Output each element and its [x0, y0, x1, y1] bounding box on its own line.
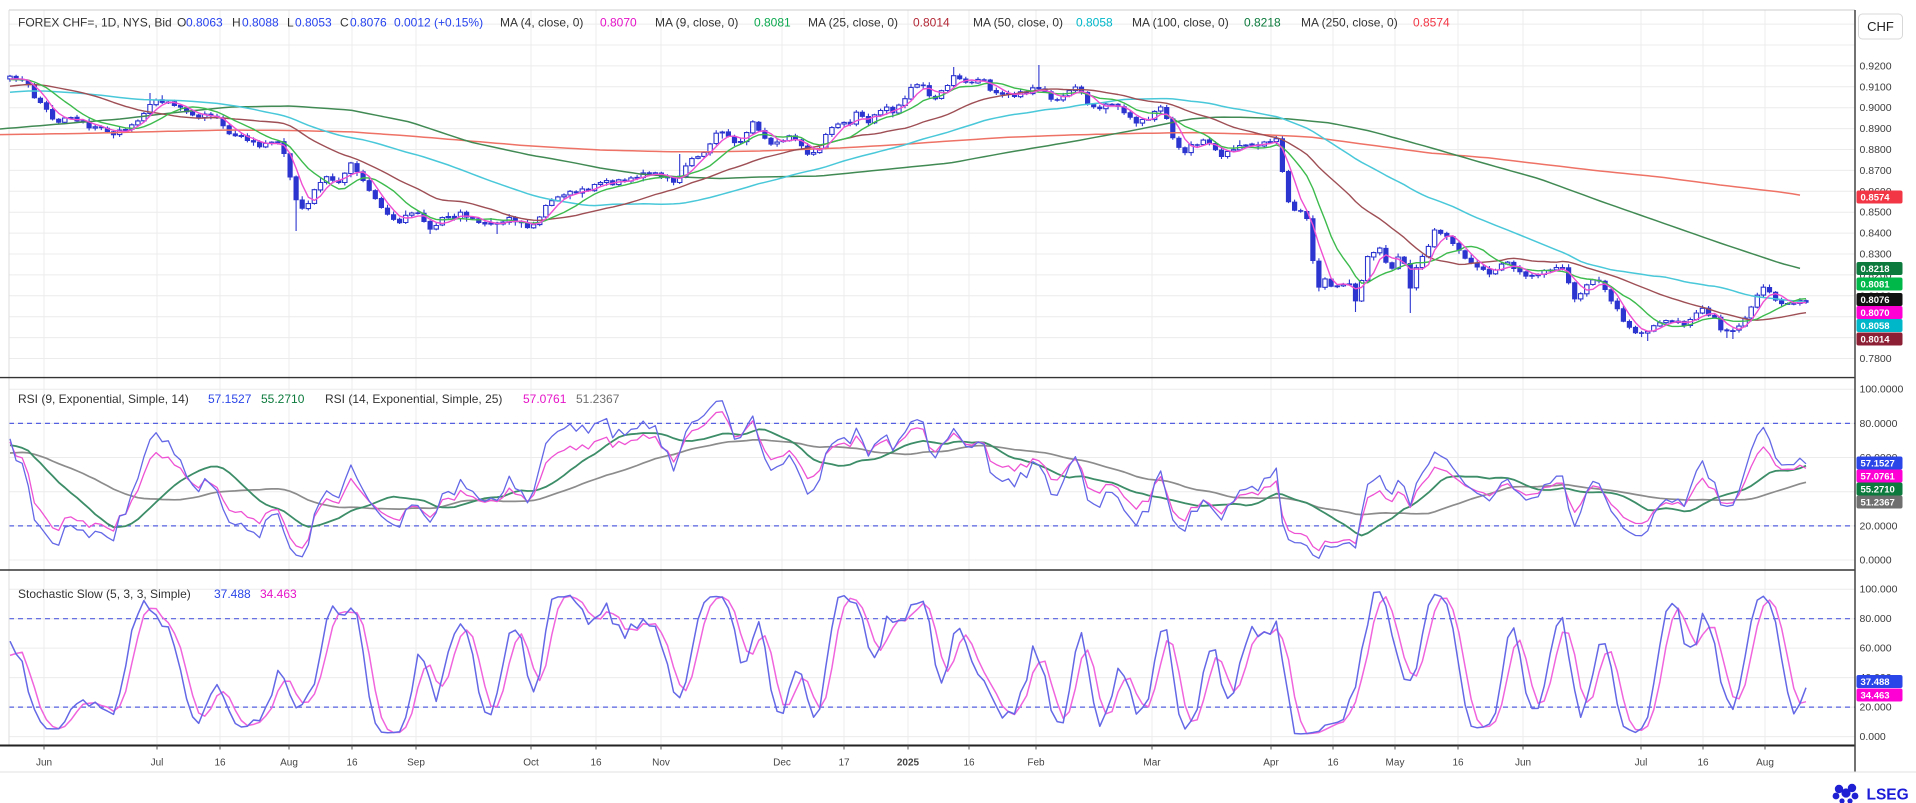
svg-text:0.8500: 0.8500	[1860, 207, 1892, 219]
svg-text:80.000: 80.000	[1860, 613, 1892, 625]
svg-text:16: 16	[1697, 758, 1709, 769]
svg-text:Stochastic Slow (5, 3, 3, Simp: Stochastic Slow (5, 3, 3, Simple)	[18, 587, 191, 601]
svg-text:C: C	[340, 16, 349, 30]
svg-text:MA (9, close, 0): MA (9, close, 0)	[655, 16, 738, 30]
svg-text:0.8400: 0.8400	[1860, 228, 1892, 240]
svg-text:0.0012 (+0.15%): 0.0012 (+0.15%)	[394, 16, 483, 30]
svg-text:100.000: 100.000	[1860, 584, 1898, 596]
svg-text:51.2367: 51.2367	[576, 392, 620, 406]
svg-text:0.8053: 0.8053	[295, 16, 332, 30]
svg-text:37.488: 37.488	[214, 587, 251, 601]
svg-text:MA (50, close, 0): MA (50, close, 0)	[973, 16, 1063, 30]
svg-text:0.7800: 0.7800	[1860, 353, 1892, 365]
svg-text:20.000: 20.000	[1860, 702, 1892, 714]
svg-text:16: 16	[214, 758, 226, 769]
svg-text:RSI (14, Exponential, Simple,: RSI (14, Exponential, Simple, 25)	[325, 392, 502, 406]
svg-text:0.9100: 0.9100	[1860, 81, 1892, 93]
svg-text:Dec: Dec	[773, 758, 791, 769]
svg-text:34.463: 34.463	[1861, 691, 1890, 702]
svg-text:60.000: 60.000	[1860, 643, 1892, 655]
svg-text:Nov: Nov	[652, 758, 670, 769]
svg-text:0.8070: 0.8070	[1861, 308, 1890, 319]
svg-text:16: 16	[346, 758, 358, 769]
svg-text:55.2710: 55.2710	[1861, 485, 1895, 496]
svg-text:100.0000: 100.0000	[1860, 384, 1904, 396]
svg-text:0.8014: 0.8014	[1861, 335, 1891, 346]
svg-text:0.8574: 0.8574	[1413, 16, 1450, 30]
svg-text:55.2710: 55.2710	[261, 392, 305, 406]
svg-text:0.8058: 0.8058	[1076, 16, 1113, 30]
svg-text:FOREX CHF=, 1D, NYS, Bid: FOREX CHF=, 1D, NYS, Bid	[18, 16, 172, 30]
svg-text:Aug: Aug	[280, 758, 298, 769]
svg-text:Sep: Sep	[407, 758, 425, 769]
svg-text:Jun: Jun	[36, 758, 52, 769]
svg-text:H: H	[232, 16, 241, 30]
svg-text:16: 16	[1327, 758, 1339, 769]
svg-text:Feb: Feb	[1027, 758, 1045, 769]
svg-text:17: 17	[838, 758, 850, 769]
svg-text:L: L	[287, 16, 294, 30]
svg-text:0.8300: 0.8300	[1860, 249, 1892, 261]
svg-text:Jul: Jul	[1635, 758, 1648, 769]
svg-text:0.8014: 0.8014	[913, 16, 950, 30]
svg-text:0.0000: 0.0000	[1860, 555, 1892, 567]
svg-text:0.8088: 0.8088	[242, 16, 279, 30]
svg-text:Aug: Aug	[1756, 758, 1774, 769]
svg-text:57.0761: 57.0761	[1861, 472, 1896, 483]
svg-text:Apr: Apr	[1263, 758, 1279, 769]
svg-text:2025: 2025	[897, 758, 920, 769]
svg-text:16: 16	[963, 758, 975, 769]
svg-text:Jul: Jul	[151, 758, 164, 769]
svg-text:57.0761: 57.0761	[523, 392, 567, 406]
svg-text:CHF: CHF	[1867, 19, 1894, 34]
svg-text:16: 16	[590, 758, 602, 769]
svg-text:51.2367: 51.2367	[1861, 498, 1895, 509]
svg-text:0.8076: 0.8076	[350, 16, 387, 30]
svg-text:0.8076: 0.8076	[1861, 295, 1890, 306]
svg-text:Mar: Mar	[1143, 758, 1161, 769]
svg-text:0.8058: 0.8058	[1861, 321, 1890, 332]
svg-text:RSI (9, Exponential, Simple, 1: RSI (9, Exponential, Simple, 14)	[18, 392, 189, 406]
svg-text:0.9200: 0.9200	[1860, 60, 1892, 72]
svg-text:0.8218: 0.8218	[1244, 16, 1281, 30]
svg-text:MA (4, close, 0): MA (4, close, 0)	[500, 16, 583, 30]
svg-text:37.488: 37.488	[1861, 677, 1890, 688]
svg-text:0.8800: 0.8800	[1860, 144, 1892, 156]
svg-text:LSEG: LSEG	[1867, 787, 1909, 803]
svg-text:0.000: 0.000	[1860, 731, 1886, 743]
svg-text:0.8081: 0.8081	[1861, 280, 1891, 291]
svg-text:0.8070: 0.8070	[600, 16, 637, 30]
svg-text:34.463: 34.463	[260, 587, 297, 601]
svg-text:O: O	[177, 16, 186, 30]
svg-text:MA (100, close, 0): MA (100, close, 0)	[1132, 16, 1229, 30]
svg-text:MA (250, close, 0): MA (250, close, 0)	[1301, 16, 1398, 30]
svg-text:May: May	[1386, 758, 1405, 769]
svg-text:57.1527: 57.1527	[208, 392, 252, 406]
svg-text:0.8081: 0.8081	[754, 16, 791, 30]
svg-text:0.8700: 0.8700	[1860, 165, 1892, 177]
svg-text:80.0000: 80.0000	[1860, 418, 1898, 430]
svg-text:57.1527: 57.1527	[1861, 459, 1895, 470]
svg-text:Jun: Jun	[1515, 758, 1531, 769]
svg-text:16: 16	[1452, 758, 1464, 769]
svg-text:0.9000: 0.9000	[1860, 102, 1892, 114]
svg-text:0.8218: 0.8218	[1861, 264, 1890, 275]
svg-text:0.8063: 0.8063	[186, 16, 223, 30]
svg-text:20.0000: 20.0000	[1860, 520, 1898, 532]
svg-text:0.8900: 0.8900	[1860, 123, 1892, 135]
svg-text:Oct: Oct	[523, 758, 539, 769]
svg-text:0.8574: 0.8574	[1861, 193, 1891, 204]
svg-text:MA (25, close, 0): MA (25, close, 0)	[808, 16, 898, 30]
